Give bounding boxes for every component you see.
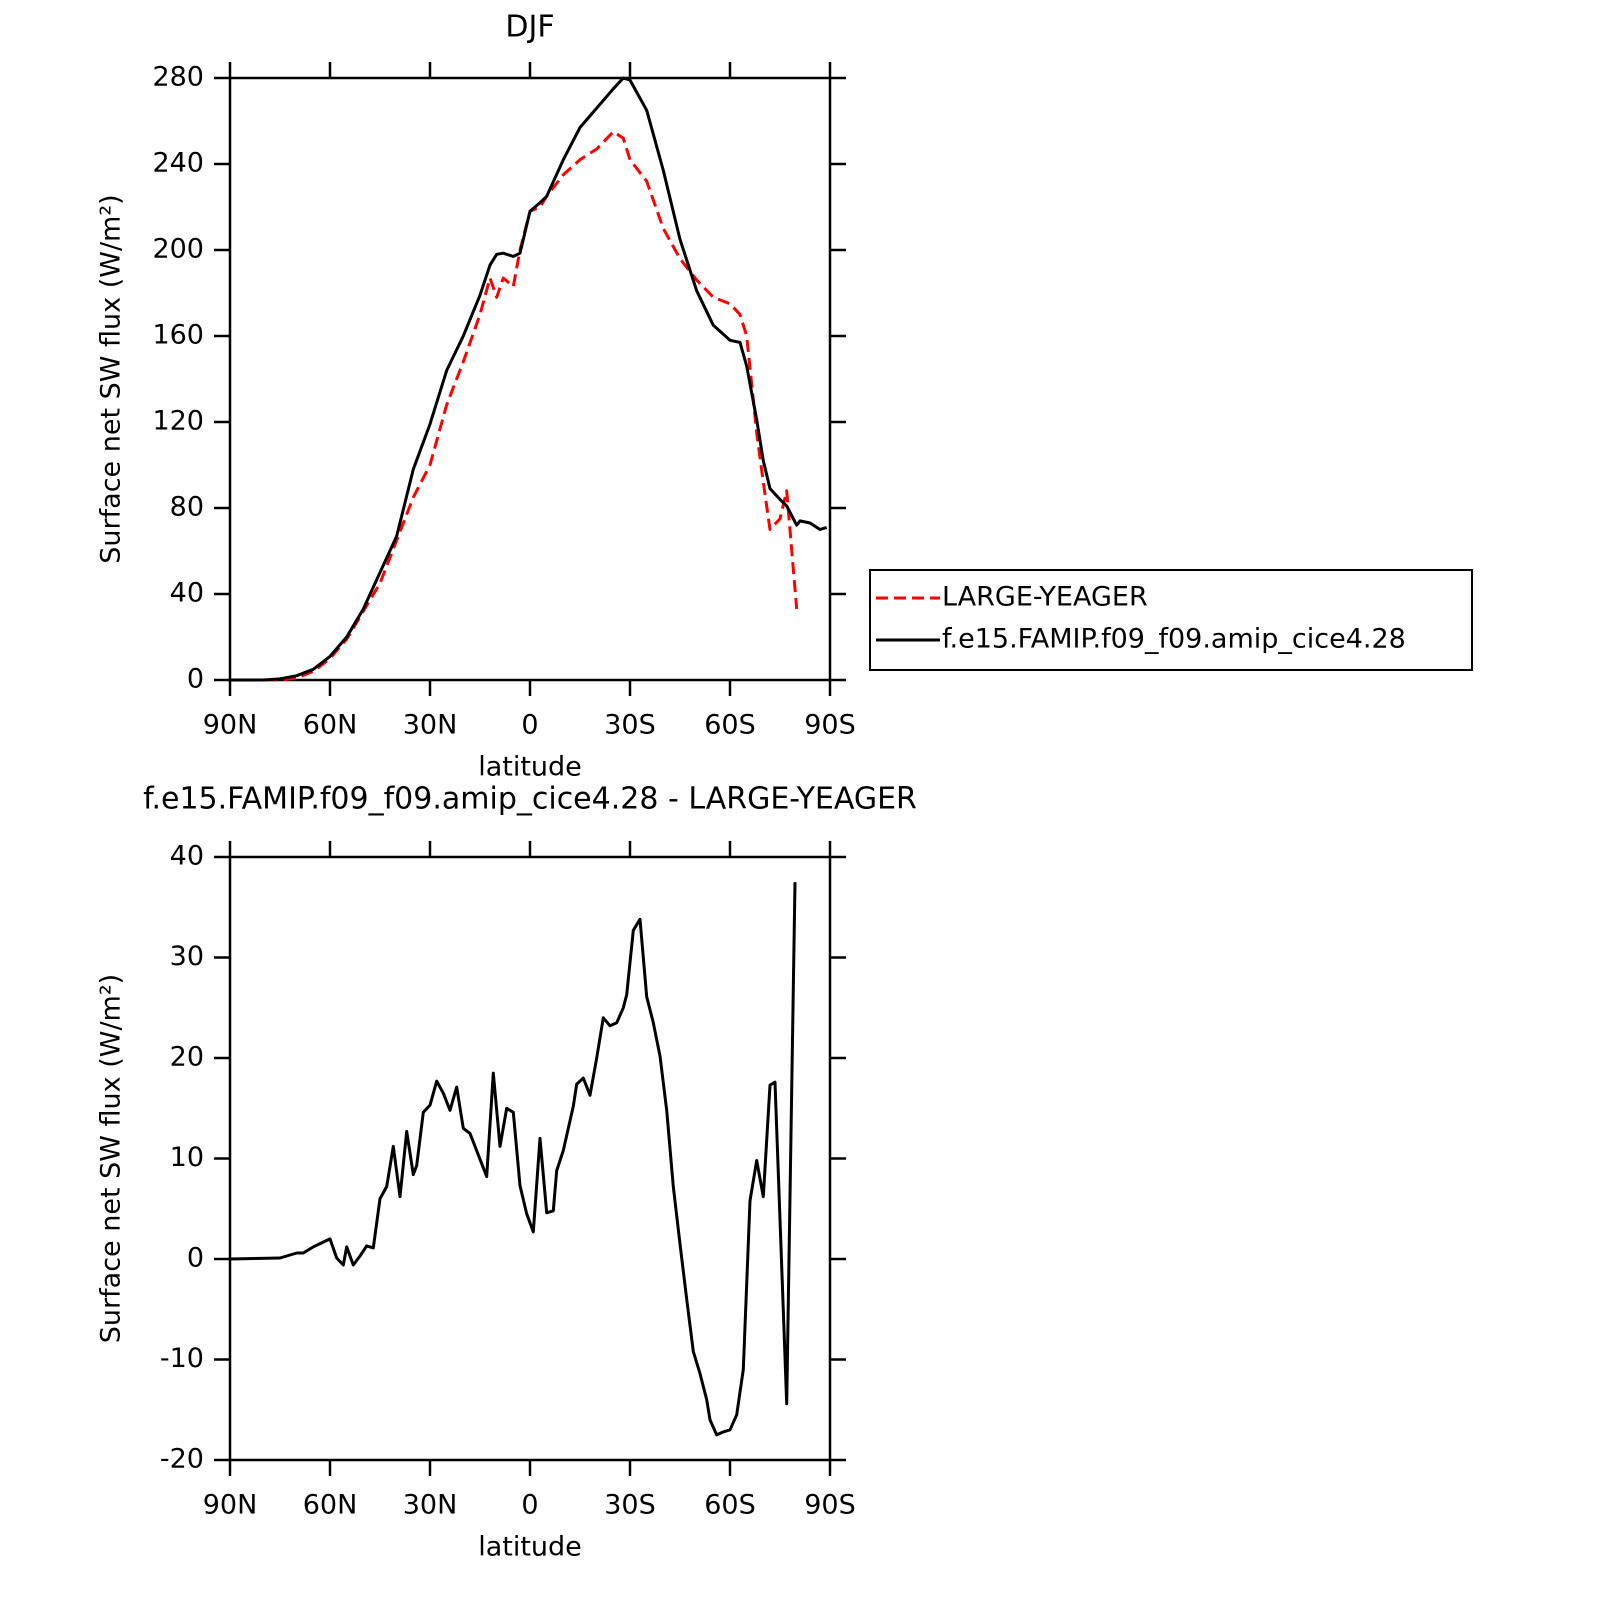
chart-title: f.e15.FAMIP.f09_f09.amip_cice4.28 - LARG… — [143, 782, 917, 817]
legend-label: f.e15.FAMIP.f09_f09.amip_cice4.28 — [942, 624, 1406, 655]
data-line — [229, 882, 797, 1437]
y-tick-label: 30 — [170, 941, 204, 972]
y-tick-label: 280 — [152, 62, 204, 93]
plot-frame — [228, 855, 832, 1462]
x-tick-label: 30N — [403, 710, 458, 741]
x-tick-label: 30S — [604, 1490, 656, 1521]
x-tick-label: 90S — [804, 1490, 856, 1521]
x-tick-label: 90N — [203, 1490, 258, 1521]
x-tick-label: 60N — [303, 1490, 358, 1521]
legend-frame — [869, 569, 1473, 671]
data-line — [230, 76, 828, 682]
x-tick-label: 60S — [704, 1490, 756, 1521]
chart-title: DJF — [505, 10, 554, 45]
x-tick-label: 60N — [303, 710, 358, 741]
y-tick-label: 240 — [152, 148, 204, 179]
x-tick-label: 90N — [203, 710, 258, 741]
y-tick-label: 10 — [170, 1142, 204, 1173]
x-axis-label: latitude — [478, 1532, 582, 1563]
y-axis-label: Surface net SW flux (W/m²) — [96, 974, 127, 1343]
legend: LARGE-YEAGER f.e15.FAMIP.f09_f09.amip_cic… — [869, 569, 1473, 671]
y-tick-label: 160 — [152, 320, 204, 351]
x-tick-label: 90S — [804, 710, 856, 741]
y-tick-label: 40 — [170, 841, 204, 872]
legend-label: LARGE-YEAGER — [942, 582, 1148, 613]
x-axis-label: latitude — [478, 752, 582, 783]
y-tick-label: 0 — [187, 664, 204, 695]
y-axis-label: Surface net SW flux (W/m²) — [96, 194, 127, 563]
y-tick-label: 0 — [187, 1243, 204, 1274]
y-tick-label: 200 — [152, 234, 204, 265]
x-tick-label: 60S — [704, 710, 756, 741]
y-tick-label: 80 — [170, 492, 204, 523]
y-tick-label: 40 — [170, 578, 204, 609]
x-tick-label: 30S — [604, 710, 656, 741]
y-tick-label: 120 — [152, 406, 204, 437]
data-line — [230, 130, 799, 682]
y-tick-label: -10 — [160, 1343, 204, 1374]
x-tick-label: 0 — [521, 1490, 538, 1521]
x-tick-label: 0 — [521, 710, 538, 741]
y-tick-label: -20 — [160, 1444, 204, 1475]
x-tick-label: 30N — [403, 1490, 458, 1521]
plot-frame — [228, 76, 832, 682]
y-tick-label: 20 — [170, 1042, 204, 1073]
